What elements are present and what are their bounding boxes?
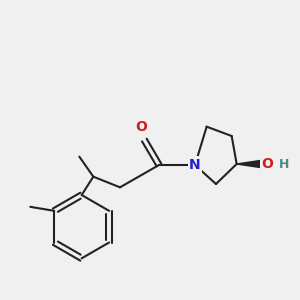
Text: O: O bbox=[136, 120, 148, 134]
Text: O: O bbox=[262, 157, 274, 171]
Text: N: N bbox=[189, 158, 201, 172]
Text: H: H bbox=[279, 158, 290, 170]
Polygon shape bbox=[237, 160, 263, 168]
